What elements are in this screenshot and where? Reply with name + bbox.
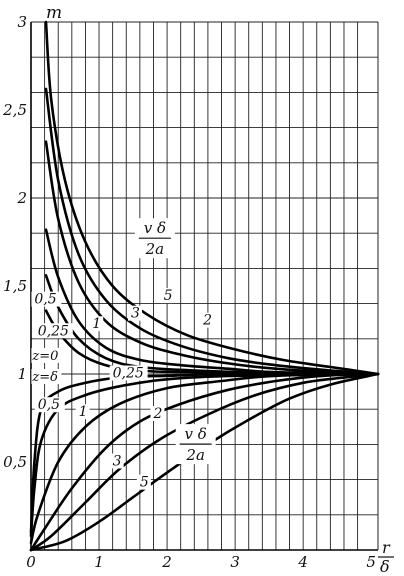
y-tick-label: 0,5 <box>3 453 27 471</box>
series-line <box>44 140 380 376</box>
curve-parameter-label: 1 <box>79 404 88 420</box>
x-tick-label: 1 <box>94 553 104 571</box>
curve-parameter-label: 2 <box>202 313 212 329</box>
label-background <box>75 404 90 420</box>
curve-parameter-label: 2 <box>152 406 162 422</box>
label-background <box>31 369 62 385</box>
y-tick-label: 2 <box>16 189 27 207</box>
series-line <box>29 372 380 538</box>
y-tick-label: 1 <box>17 365 27 383</box>
label-background <box>109 365 148 381</box>
y-axis-label: m <box>46 3 62 23</box>
label-background <box>136 474 151 490</box>
y-tick-label: 1,5 <box>3 277 27 295</box>
label-background <box>34 323 73 339</box>
series-line <box>29 372 380 534</box>
curve-parameter-label: 1 <box>92 316 101 332</box>
x-tick-label: 2 <box>161 553 172 571</box>
parameter-fraction-denominator: 2a <box>145 240 165 258</box>
series-line <box>29 372 380 545</box>
label-background <box>34 397 65 413</box>
label-background <box>160 288 175 304</box>
label-background <box>89 316 104 332</box>
curve-parameter-label: 0,5 <box>38 397 60 413</box>
x-tick-label: 3 <box>230 553 240 571</box>
y-tick-label: 2,5 <box>2 101 27 119</box>
series-line <box>44 87 380 376</box>
grid <box>31 22 378 550</box>
curve-parameter-label: 5 <box>164 288 173 304</box>
curve-parameter-label: 3 <box>113 454 122 470</box>
labels: m r δ 0 1 2 3 4 5 0,5 1 1,5 2 2,5 3 5 3 2 1 0,5 0,25 0,25 0… <box>2 3 394 576</box>
curves <box>29 20 380 552</box>
curve-parameter-label: 5 <box>140 475 149 491</box>
curve-parameter-label: 0,25 <box>113 366 144 382</box>
series-line <box>44 20 380 376</box>
label-background <box>31 347 62 363</box>
parameter-fraction-numerator: v δ <box>144 219 166 237</box>
parameter-fraction-denominator: 2a <box>185 446 205 464</box>
x-tick-label: 0 <box>26 553 36 571</box>
zone-label: z=0 <box>31 349 58 364</box>
zone-label: z=δ <box>31 370 58 385</box>
label-background <box>31 291 62 307</box>
curve-parameter-label: 0,5 <box>34 292 56 308</box>
parameter-fraction-numerator: v δ <box>185 425 207 443</box>
label-background <box>109 453 124 469</box>
plot-frame <box>30 21 379 551</box>
x-tick-label: 4 <box>297 553 308 571</box>
x-axis-label-denominator: δ <box>380 557 390 576</box>
label-background <box>150 406 165 421</box>
label-background <box>128 305 143 321</box>
curve-parameter-label: 0,25 <box>38 323 69 339</box>
curve-parameter-label: 3 <box>131 306 140 322</box>
label-background <box>200 312 215 328</box>
x-axis-label-numerator: r <box>382 538 391 557</box>
x-tick-label: 5 <box>366 553 376 571</box>
y-tick-label: 3 <box>17 13 27 31</box>
